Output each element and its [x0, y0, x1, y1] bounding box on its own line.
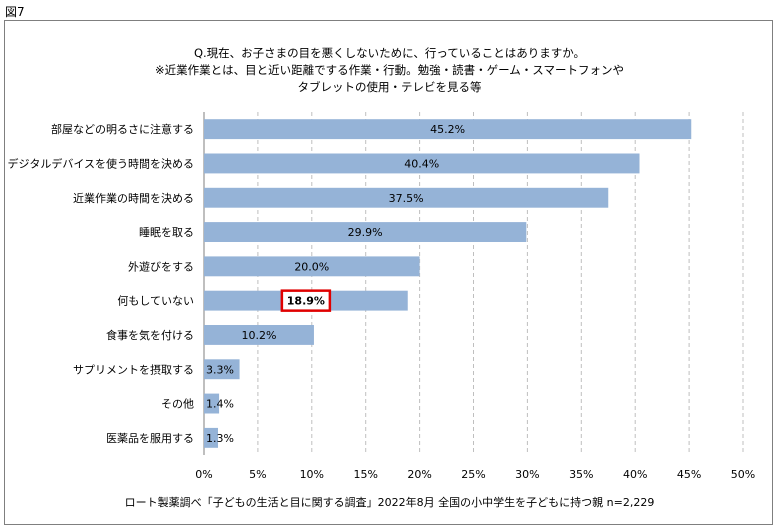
source-note: ロート製薬調べ「子どもの生活と目に関する調査」2022年8月 全国の小中学生を子… [124, 496, 655, 509]
category-label: 何もしていない [117, 295, 194, 308]
x-tick-label: 15% [353, 468, 377, 481]
category-label: 部屋などの明るさに注意する [51, 122, 194, 136]
bar [204, 222, 527, 242]
x-tick-label: 45% [677, 468, 701, 481]
category-label: 医薬品を服用する [106, 432, 194, 445]
x-tick-label: 40% [623, 468, 647, 481]
data-label: 10.2% [242, 329, 277, 342]
x-tick-label: 25% [461, 468, 485, 481]
chart-title-line-1: Q.現在、お子さまの目を悪くしないために、行っていることはありますか。 [193, 46, 586, 60]
data-label: 18.9% [287, 295, 325, 308]
x-tick-label: 30% [515, 468, 539, 481]
data-label: 29.9% [348, 226, 383, 239]
data-label: 1.4% [206, 398, 234, 411]
chart-title-line-2: ※近業作業とは、目と近い距離でする作業・行動。勉強・読書・ゲーム・スマートフォン… [155, 63, 624, 77]
bar [204, 393, 220, 414]
data-label: 3.3% [206, 363, 234, 376]
category-label: 外遊びをする [128, 259, 194, 273]
x-tick-label: 50% [731, 468, 755, 481]
data-label: 40.4% [404, 157, 439, 170]
bar [204, 325, 314, 345]
figure-label: 図7 [5, 5, 25, 19]
bar [204, 427, 219, 448]
bar [204, 187, 609, 208]
data-label: 1.3% [206, 432, 234, 445]
x-tick-label: 5% [249, 468, 266, 481]
category-label: その他 [161, 398, 194, 411]
highlight-box [280, 289, 332, 312]
data-label: 45.2% [430, 123, 465, 136]
bar [204, 256, 420, 277]
category-label: デジタルデバイスを使う時間を決める [8, 156, 194, 170]
x-tick-label: 0% [195, 468, 212, 481]
category-label: 近業作業の時間を決める [73, 192, 194, 205]
x-tick-label: 20% [407, 468, 431, 481]
data-label: 20.0% [294, 260, 329, 273]
bar [204, 359, 240, 380]
category-label: サプリメントを摂取する [73, 362, 194, 376]
category-label: 睡眠を取る [139, 226, 194, 239]
x-tick-label: 35% [569, 468, 593, 481]
bar [204, 119, 692, 140]
bar [204, 153, 640, 174]
data-label: 37.5% [389, 192, 424, 205]
category-label: 食事を気を付ける [106, 328, 194, 342]
x-tick-label: 10% [300, 468, 324, 481]
chart-title-line-3: タブレットの使用・テレビを見る等 [297, 80, 482, 94]
